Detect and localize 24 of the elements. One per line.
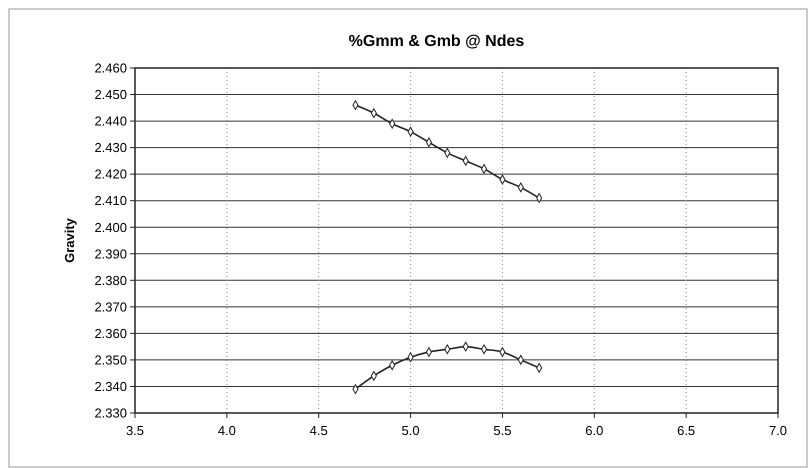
chart-title: %Gmm & Gmb @ Ndes (348, 33, 524, 50)
x-tick-label: 6.0 (585, 423, 604, 438)
y-tick-label: 2.370 (94, 299, 127, 314)
y-tick-label: 2.400 (94, 220, 127, 235)
y-tick-label: 2.350 (94, 352, 127, 368)
x-tick-label: 3.5 (126, 423, 144, 438)
y-tick-label: 2.360 (94, 326, 127, 341)
y-tick-label: 2.410 (94, 193, 127, 208)
y-tick-label: 2.460 (94, 60, 127, 76)
y-axis-title: Gravity (62, 217, 77, 263)
x-tick-label: 5.0 (402, 423, 420, 438)
y-tick-label: 2.380 (94, 272, 127, 288)
y-tick-label: 2.390 (94, 246, 127, 262)
x-tick-label: 5.5 (493, 423, 512, 438)
y-tick-label: 2.450 (94, 87, 127, 102)
x-tick-label: 6.5 (677, 423, 696, 438)
y-tick-label: 2.340 (94, 379, 127, 394)
x-tick-label: 4.0 (218, 423, 236, 438)
y-tick-label: 2.430 (94, 140, 127, 156)
x-tick-label: 7.0 (768, 423, 788, 438)
y-tick-label: 2.440 (94, 114, 127, 129)
y-tick-label: 2.420 (94, 166, 127, 182)
y-tick-label: 2.330 (94, 406, 127, 421)
x-tick-label: 4.5 (310, 423, 328, 438)
